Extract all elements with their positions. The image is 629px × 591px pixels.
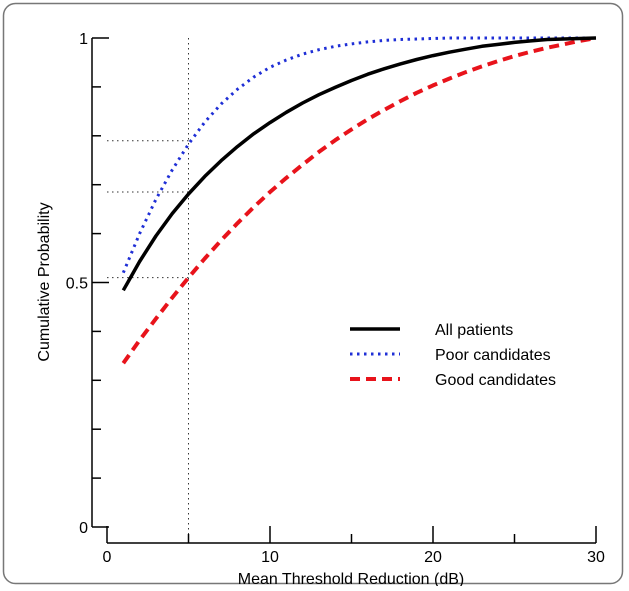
reference-lines [107,38,189,543]
series-line-all-patients [121,36,597,292]
series-layer [121,36,597,365]
legend-label-all-patients: All patients [435,322,513,339]
y-tick-label: 0 [79,520,88,537]
x-tick-label: 0 [103,549,112,566]
y-tick-label: 0.5 [66,276,88,293]
y-tick-label: 1 [79,31,88,48]
x-axis-label: Mean Threshold Reduction (dB) [238,571,465,586]
figure-border [2,2,624,585]
legend: All patients Poor candidates Good candidat… [350,322,556,389]
x-tick-label: 20 [424,549,442,566]
legend-label-poor-candidates: Poor candidates [435,347,551,364]
axes: 00.510 10 20 30 [66,31,605,566]
x-tick-label: 30 [587,549,605,566]
series-line-poor-candidates [121,36,596,274]
y-axis-label: Cumulative Probability [36,202,53,361]
series-line-good-candidates [121,36,597,365]
legend-label-good-candidates: Good candidates [435,372,556,389]
x-tick-label: 10 [261,549,279,566]
